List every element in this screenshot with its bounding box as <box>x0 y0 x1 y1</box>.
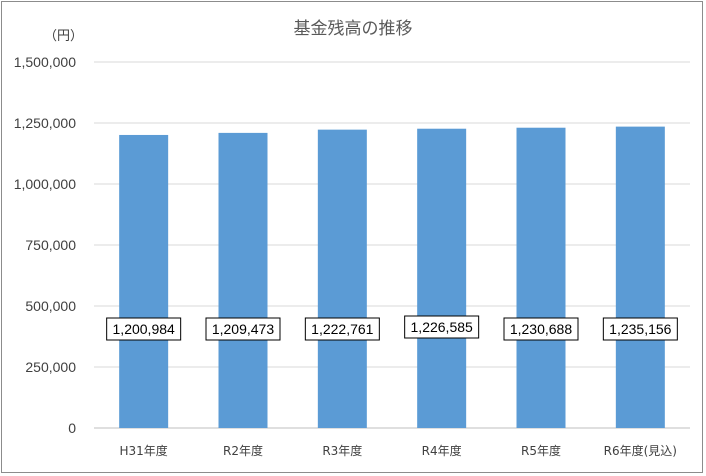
y-tick-label: 1,500,000 <box>14 54 76 70</box>
y-tick-label: 0 <box>68 420 76 436</box>
data-label: 1,226,585 <box>411 319 473 335</box>
data-label: 1,230,688 <box>510 321 572 337</box>
y-tick-label: 750,000 <box>25 237 76 253</box>
data-label-box <box>503 317 579 341</box>
bar <box>119 134 169 428</box>
data-label-box <box>304 317 380 341</box>
x-tick-label: R5年度 <box>521 443 561 458</box>
chart-title: 基金残高の推移 <box>294 19 413 39</box>
bar <box>317 129 367 429</box>
data-label-box <box>106 317 182 341</box>
data-label: 1,200,984 <box>113 321 175 337</box>
y-tick-label: 500,000 <box>25 298 76 314</box>
y-tick-label: 1,000,000 <box>14 176 76 192</box>
y-tick-label: 250,000 <box>25 359 76 375</box>
x-tick-label: R3年度 <box>322 443 362 458</box>
data-label: 1,235,156 <box>609 321 671 337</box>
data-label: 1,209,473 <box>212 321 274 337</box>
bar <box>417 128 467 428</box>
bar <box>615 126 665 428</box>
x-tick-label: R6年度(見込) <box>604 443 677 458</box>
data-label-box <box>602 317 678 341</box>
x-tick-label: R4年度 <box>422 443 462 458</box>
x-tick-label: R2年度 <box>223 443 263 458</box>
bar <box>218 132 268 428</box>
x-tick-label: H31年度 <box>120 443 168 458</box>
y-axis-unit-label: （円） <box>44 29 83 44</box>
y-tick-label: 1,250,000 <box>14 115 76 131</box>
data-label-box <box>404 315 480 339</box>
bar <box>516 127 566 428</box>
data-label: 1,222,761 <box>311 321 373 337</box>
data-label-box <box>205 317 281 341</box>
